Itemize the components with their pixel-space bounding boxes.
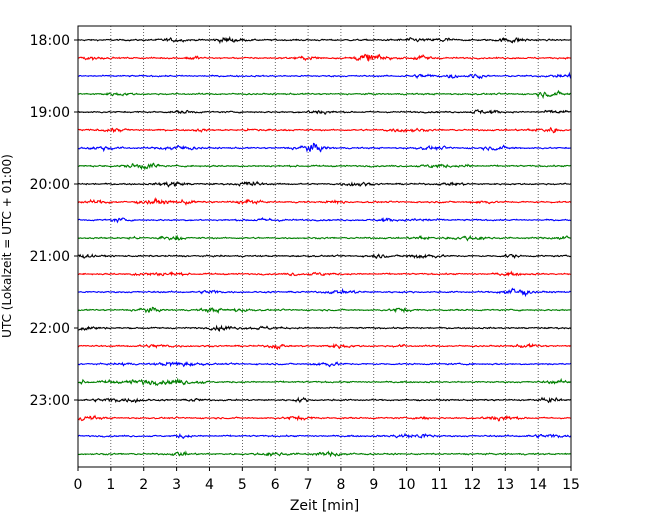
trace-1915 [77,126,572,134]
trace-2215 [77,342,572,351]
trace-2015 [77,197,572,206]
trace-2315 [77,414,572,422]
x-tick-label: 0 [74,477,83,493]
x-tick-label: 15 [562,477,580,493]
vertical-gridlines [110,26,539,467]
trace-2300 [77,396,572,404]
trace-2130 [77,287,572,298]
trace-1800 [77,35,572,45]
x-tick-label: 11 [431,477,449,493]
y-tick-label: 20:00 [30,177,70,193]
x-axis-ticks: 0 1 2 3 4 5 6 7 8 9 10 11 12 13 14 15 [74,467,580,493]
x-tick-label: 7 [304,477,313,493]
trace-2100 [78,253,572,260]
x-tick-label: 13 [496,477,514,493]
x-tick-label: 2 [139,477,148,493]
x-tick-label: 6 [271,477,280,493]
trace-2245 [77,377,572,387]
x-tick-label: 1 [106,477,115,493]
trace-1845 [77,89,572,100]
trace-2345 [78,450,572,458]
x-tick-label: 10 [398,477,416,493]
y-axis-ticks: 18:00 19:00 20:00 21:00 22:00 23:00 [30,33,78,409]
trace-2000 [77,180,572,188]
y-tick-label: 22:00 [30,321,70,337]
trace-2115 [77,270,572,277]
y-axis-label: UTC (Lokalzeit = UTC + 01:00) [0,154,14,338]
trace-2330 [77,432,572,440]
x-tick-label: 14 [529,477,547,493]
x-tick-label: 3 [172,477,181,493]
trace-1830 [77,71,572,80]
x-tick-label: 12 [463,477,481,493]
y-tick-label: 21:00 [30,249,70,265]
x-tick-label: 5 [238,477,247,493]
trace-2230 [77,360,572,368]
trace-2145 [77,306,572,315]
x-axis-label: Zeit [min] [290,498,359,514]
x-tick-label: 9 [369,477,378,493]
plot-frame [77,25,572,468]
trace-2045 [77,234,572,242]
x-tick-label: 8 [336,477,345,493]
y-tick-label: 23:00 [30,393,70,409]
trace-1815 [77,53,572,62]
trace-1945 [77,162,572,171]
trace-2030 [77,217,572,224]
trace-1900 [77,109,572,115]
trace-1930 [77,142,572,153]
y-tick-label: 18:00 [30,33,70,49]
seismic-traces [77,35,572,458]
y-tick-label: 19:00 [30,105,70,121]
x-tick-label: 4 [205,477,214,493]
trace-2200 [77,324,572,332]
